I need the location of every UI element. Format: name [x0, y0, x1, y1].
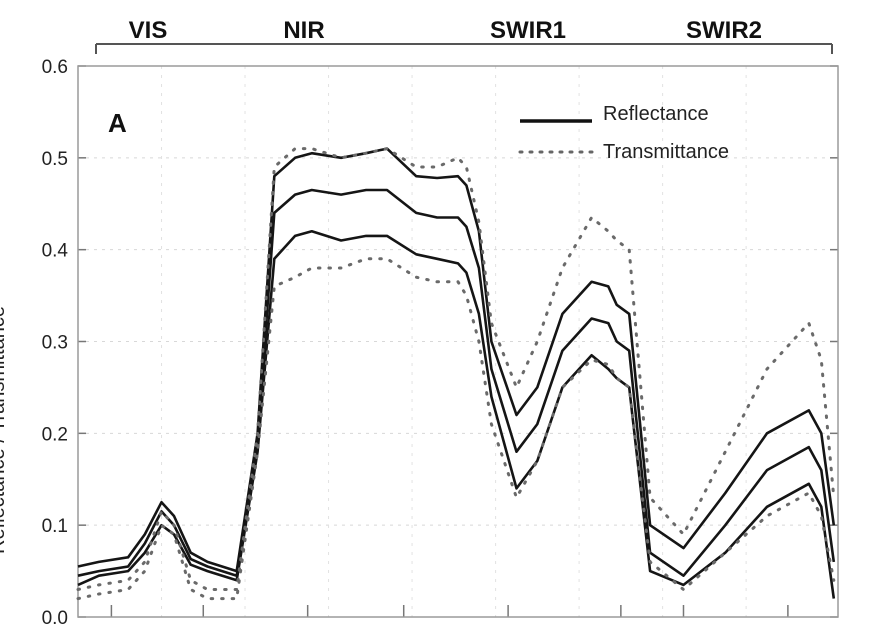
band-label-swir2: SWIR2: [686, 17, 762, 44]
y-tick-label: 0.6: [42, 57, 68, 78]
panel-label: A: [108, 108, 127, 138]
y-tick-label: 0.1: [42, 516, 68, 537]
reflectance-series-3: [77, 230, 836, 599]
y-tick-label: 0.5: [42, 149, 68, 170]
band-label-nir: NIR: [283, 17, 324, 44]
transmittance-series-4: [76, 147, 836, 591]
y-axis-label: Reflectance / Transmittance: [0, 306, 9, 554]
y-tick-label: 0.0: [42, 608, 68, 627]
band-label-vis: VIS: [129, 17, 168, 44]
reflectance-series-1: [77, 147, 836, 573]
plot-area: [77, 65, 839, 618]
transmittance-series-5: [76, 257, 836, 601]
series-layer: [76, 147, 836, 601]
reflectance-series-2: [77, 188, 836, 577]
y-tick-label: 0.3: [42, 333, 68, 354]
legend-reflectance-label: Reflectance: [603, 103, 709, 125]
legend-transmittance-label: Transmittance: [603, 141, 729, 163]
y-tick-label: 0.2: [42, 424, 68, 445]
band-ticks: [95, 44, 833, 54]
band-label-swir1: SWIR1: [490, 17, 566, 44]
y-tick-label: 0.4: [42, 241, 69, 262]
